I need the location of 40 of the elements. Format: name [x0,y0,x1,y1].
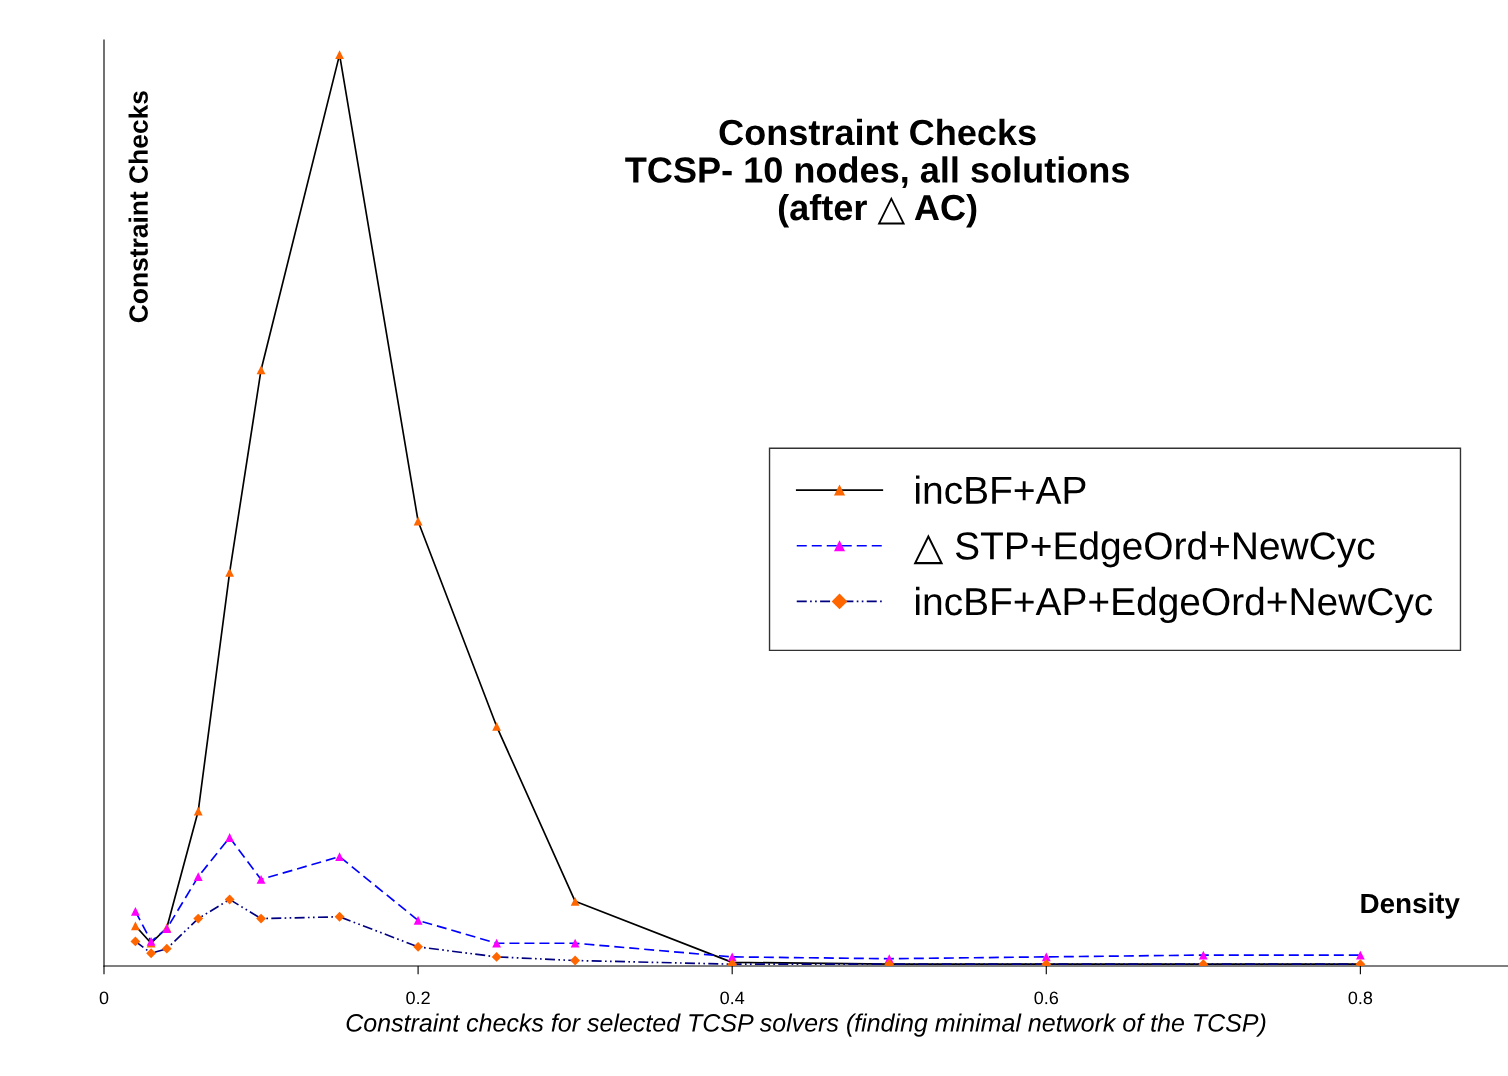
point [256,913,266,924]
point [146,948,157,959]
point [570,955,581,966]
point [335,50,344,59]
legend-label: △ STP+EdgeOrd+NewCyc [913,531,1375,568]
point [491,951,502,962]
point [413,916,423,925]
point [224,894,235,905]
point [225,833,235,842]
point [130,936,141,947]
point [193,913,204,924]
x-axis-title: Constraint checks for selected TCSP solvers (finding minimal network of the TCSP) [346,1013,1266,1037]
x-tick-label: 0.4 [720,991,745,1005]
point [334,911,345,922]
point [256,365,266,375]
legend-label: incBF+AP+EdgeOrd+NewCyc [916,586,1433,624]
point [570,938,580,948]
point [413,941,423,952]
point [193,806,203,816]
point [256,875,266,884]
point [492,721,502,731]
point [131,906,140,916]
y-axis-title: Constraint Checks [128,91,148,323]
point [413,516,423,526]
point [1355,950,1365,960]
point [335,852,344,862]
text: Constraint Checks TCSP- 10 nodes, all solutions (after △ AC) [625,118,1129,228]
x-tick-label: 0.8 [1348,991,1373,1005]
point [225,567,235,577]
x-tick-label: 0.2 [406,991,430,1005]
annotation: Density [1361,892,1460,919]
point [1198,950,1208,960]
point [193,872,203,882]
legend-label: incBF+AP [916,475,1086,505]
point [570,896,580,906]
point [131,921,140,931]
point [492,938,502,948]
x-tick-label: 0.6 [1034,991,1059,1005]
point [161,943,172,954]
x-tick-label: 0 [99,991,109,1005]
